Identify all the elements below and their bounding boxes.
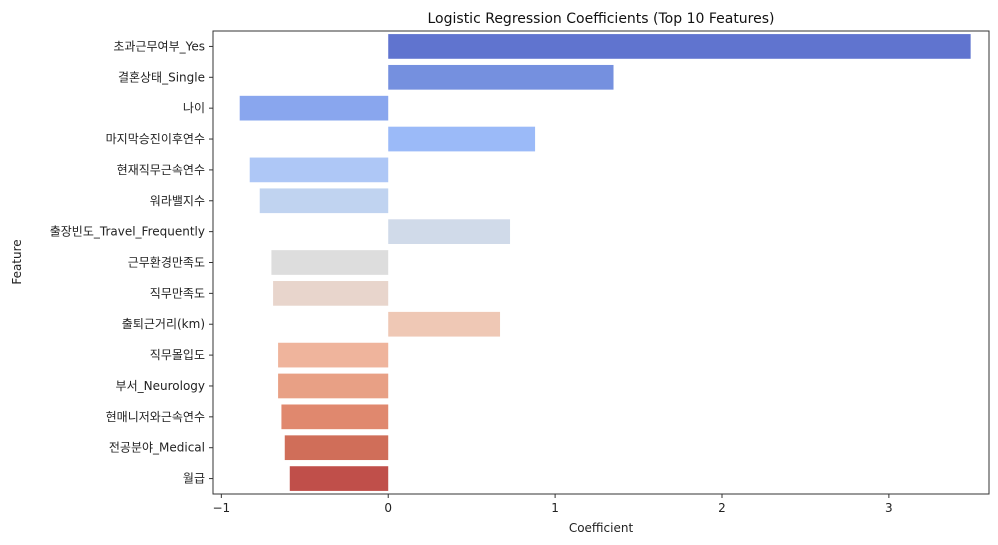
y-tick-label: 초과근무여부_Yes (113, 39, 205, 53)
bar (273, 281, 389, 306)
y-tick-label: 근무환경만족도 (128, 256, 205, 270)
bar (388, 126, 536, 152)
y-tick-label: 월급 (183, 472, 205, 486)
bar (239, 95, 389, 121)
y-tick-label: 워라밸지수 (150, 194, 205, 208)
y-tick-label: 부서_Neurology (116, 379, 205, 393)
bar (388, 311, 501, 337)
bar (284, 435, 389, 461)
bar (271, 250, 389, 275)
bar (259, 188, 389, 214)
x-tick-label: 0 (384, 501, 392, 515)
bar (249, 157, 389, 183)
bars-group (239, 34, 971, 491)
bar (278, 342, 389, 368)
y-tick-label: 직무몰입도 (150, 348, 205, 362)
x-ticks: −1 0 1 2 3 (212, 494, 893, 515)
y-tick-label: 현매니저와근속연수 (106, 410, 205, 424)
bar (388, 34, 971, 59)
bar (278, 373, 389, 399)
chart-title: Logistic Regression Coefficients (Top 10… (428, 11, 775, 27)
x-tick-label: −1 (212, 501, 230, 515)
y-axis-label: Feature (10, 239, 24, 284)
bar (388, 219, 511, 244)
y-tick-label: 결혼상태_Single (118, 70, 205, 84)
x-tick-label: 2 (718, 501, 726, 515)
x-tick-label: 1 (551, 501, 559, 515)
x-tick-label: 3 (885, 501, 893, 515)
y-tick-label: 마지막승진이후연수 (106, 132, 205, 146)
y-tick-label: 출퇴근거리(km) (122, 317, 205, 331)
y-tick-label: 나이 (183, 101, 205, 115)
bar (388, 64, 614, 90)
y-tick-labels: 초과근무여부_Yes 결혼상태_Single 나이마지막승진이후연수현재직무근속연수… (50, 39, 213, 486)
bar (281, 404, 389, 430)
y-tick-label: 전공분야_Medical (109, 441, 205, 455)
bar (289, 466, 389, 491)
y-tick-label: 현재직무근속연수 (117, 163, 205, 177)
x-axis-label: Coefficient (569, 521, 634, 535)
plot-frame (212, 30, 990, 495)
y-tick-label: 출장빈도_Travel_Frequently (50, 225, 205, 239)
y-tick-label: 직무만족도 (150, 286, 205, 300)
